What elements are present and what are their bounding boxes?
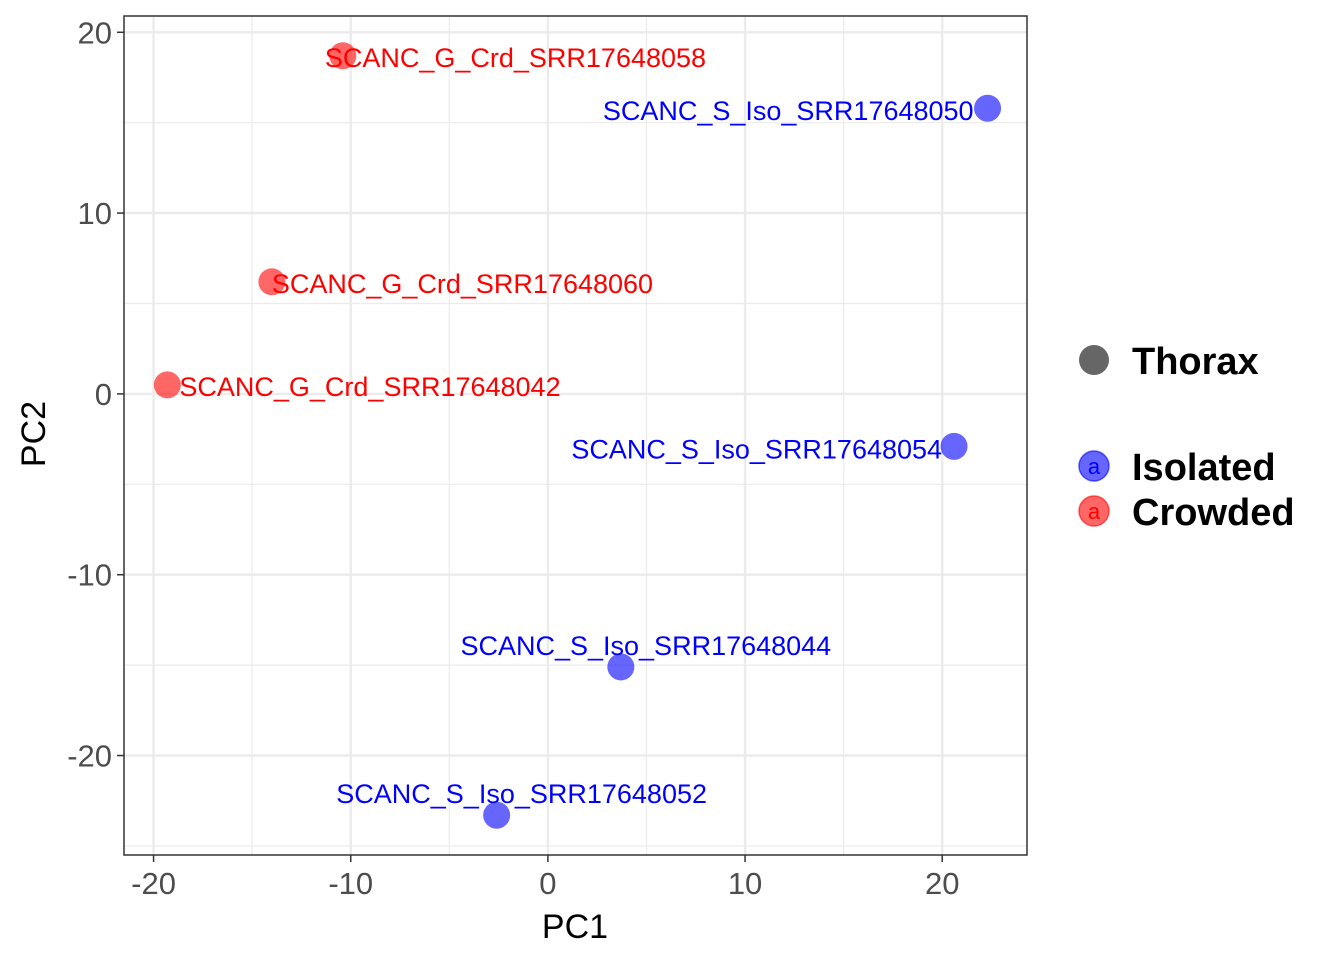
legend-shape-title: Thorax [1132, 341, 1259, 383]
legend-color-entries: a Isolated a Crowded [1078, 447, 1295, 534]
y-axis-title: PC2 [15, 401, 53, 467]
x-axis-title: PC1 [542, 908, 608, 946]
legend: Thorax a Isolated a Crowded [1078, 341, 1295, 534]
data-points [153, 42, 1002, 829]
data-point-crowded [258, 268, 286, 296]
y-tick-label: 0 [95, 377, 112, 412]
data-point-isolated [607, 653, 635, 681]
x-tick-label: -10 [328, 866, 373, 901]
axis-ticks: -20 -10 0 10 20 -20 -10 0 10 20 [67, 15, 959, 901]
point-label: SCANC_G_Crd_SRR17648060 [272, 269, 653, 299]
y-tick-label: 20 [78, 15, 112, 50]
point-label: SCANC_S_Iso_SRR17648044 [460, 631, 831, 661]
y-tick-label: 10 [78, 196, 112, 231]
point-label: SCANC_G_Crd_SRR17648042 [179, 372, 560, 402]
legend-entry-label: Isolated [1132, 447, 1276, 489]
x-tick-label: -20 [131, 866, 176, 901]
y-tick-label: -20 [67, 739, 112, 774]
data-point-isolated [483, 801, 511, 829]
point-labels: SCANC_S_Iso_SRR17648050 SCANC_S_Iso_SRR17… [179, 43, 973, 809]
data-point-isolated [940, 432, 968, 460]
data-point-crowded [329, 42, 357, 70]
y-tick-label: -10 [67, 558, 112, 593]
x-tick-label: 20 [925, 866, 959, 901]
point-label: SCANC_S_Iso_SRR17648050 [603, 96, 974, 126]
panel-border [123, 15, 1028, 856]
legend-key-crowded [1078, 495, 1110, 527]
legend-entry-label: Crowded [1132, 492, 1295, 534]
point-label: SCANC_S_Iso_SRR17648052 [336, 779, 707, 809]
x-tick-label: 10 [728, 866, 762, 901]
data-point-crowded [153, 371, 181, 399]
legend-key-isolated [1078, 450, 1110, 482]
legend-key-letter: a [1088, 499, 1101, 524]
point-label: SCANC_S_Iso_SRR17648054 [571, 434, 942, 464]
legend-key-letter: a [1088, 454, 1101, 479]
point-label: SCANC_G_Crd_SRR17648058 [325, 43, 706, 73]
x-tick-label: 0 [539, 866, 556, 901]
data-point-isolated [974, 94, 1002, 122]
panel-background [124, 16, 1027, 855]
plot-panel [123, 15, 1028, 856]
legend-shape-key [1079, 345, 1109, 375]
